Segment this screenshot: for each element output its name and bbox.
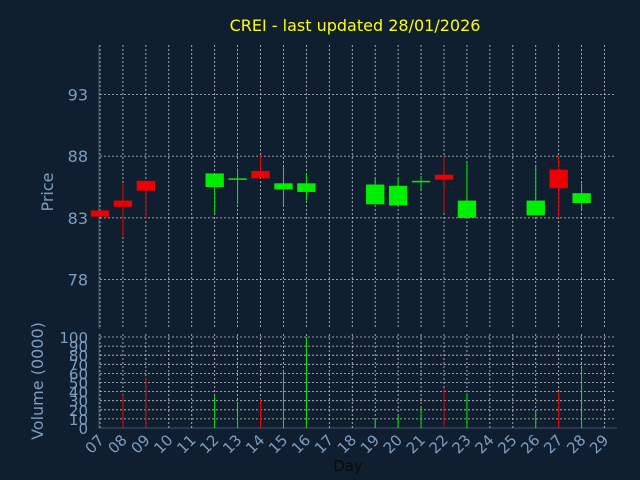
candle-body-23 <box>457 200 477 218</box>
volume-tick-label: 50 <box>69 375 88 393</box>
candle-body-21 <box>411 180 431 183</box>
volume-tick-label: 40 <box>69 384 88 402</box>
volume-axis-label: Volume (0000) <box>28 322 47 440</box>
volume-tick-label: 100 <box>59 329 88 347</box>
volume-tick-label: 30 <box>69 393 88 411</box>
price-tick-label: 83 <box>68 209 88 228</box>
volume-tick-label: 60 <box>69 365 88 383</box>
volume-tick-label: 0 <box>78 420 88 438</box>
candle-body-13 <box>228 178 247 180</box>
volume-tick-label: 90 <box>69 338 88 356</box>
volume-tick-label: 10 <box>69 411 88 429</box>
candle-layer <box>90 156 591 237</box>
x-tick-label: 29 <box>586 431 612 457</box>
candle-body-26 <box>526 200 545 216</box>
price-plot-area <box>99 45 617 329</box>
price-tick-label: 78 <box>68 271 88 290</box>
candle-body-16 <box>297 183 316 192</box>
volume-tick-label: 20 <box>69 402 88 420</box>
candle-body-08 <box>113 200 133 207</box>
chart-title: CREI - last updated 28/01/2026 <box>230 16 481 35</box>
volume-plot-area <box>99 334 617 428</box>
candle-body-22 <box>434 174 454 180</box>
candle-body-14 <box>251 170 270 179</box>
candle-body-09 <box>136 180 156 191</box>
candle-body-15 <box>274 183 293 190</box>
volume-layer <box>122 337 583 428</box>
candle-body-19 <box>366 184 385 205</box>
candle-body-27 <box>549 169 568 189</box>
x-axis-label: Day <box>333 457 363 475</box>
candle-body-28 <box>572 193 591 204</box>
candle-body-12 <box>205 173 224 187</box>
candle-body-20 <box>388 185 408 206</box>
candle-body-07 <box>90 210 110 217</box>
volume-tick-label: 80 <box>69 347 88 365</box>
price-axis-label: Price <box>38 172 57 211</box>
price-tick-label: 88 <box>68 147 88 166</box>
price-tick-label: 93 <box>68 85 88 104</box>
volume-tick-label: 70 <box>69 356 88 374</box>
